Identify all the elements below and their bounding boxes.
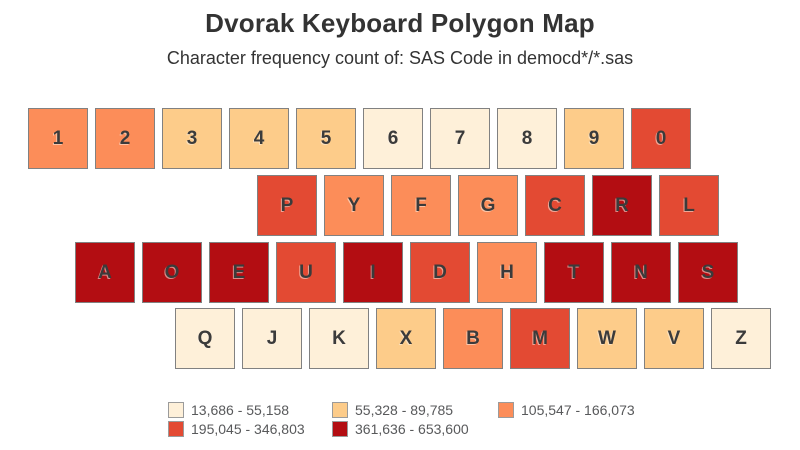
key-C: C: [525, 175, 585, 236]
legend-label: 13,686 - 55,158: [191, 402, 290, 418]
key-0: 0: [631, 108, 691, 169]
legend-swatch: [168, 402, 184, 418]
key-G: G: [458, 175, 518, 236]
key-A: A: [75, 242, 135, 303]
key-1: 1: [28, 108, 88, 169]
key-E: E: [209, 242, 269, 303]
key-2: 2: [95, 108, 155, 169]
key-O: O: [142, 242, 202, 303]
chart-title: Dvorak Keyboard Polygon Map: [205, 8, 595, 38]
legend-item: 13,686 - 55,158: [168, 402, 289, 418]
key-N: N: [611, 242, 671, 303]
key-P: P: [257, 175, 317, 236]
key-U: U: [276, 242, 336, 303]
key-7: 7: [430, 108, 490, 169]
key-J: J: [242, 308, 302, 369]
key-R: R: [592, 175, 652, 236]
key-Q: Q: [175, 308, 235, 369]
key-B: B: [443, 308, 503, 369]
legend-label: 55,328 - 89,785: [355, 402, 454, 418]
key-4: 4: [229, 108, 289, 169]
key-T: T: [544, 242, 604, 303]
legend-item: 195,045 - 346,803: [168, 421, 305, 437]
key-I: I: [343, 242, 403, 303]
key-M: M: [510, 308, 570, 369]
legend: 13,686 - 55,158 55,328 - 89,785 105,547 - …: [168, 402, 708, 442]
legend-item: 105,547 - 166,073: [498, 402, 635, 418]
key-5: 5: [296, 108, 356, 169]
key-9: 9: [564, 108, 624, 169]
key-Y: Y: [324, 175, 384, 236]
key-S: S: [678, 242, 738, 303]
key-K: K: [309, 308, 369, 369]
key-Z: Z: [711, 308, 771, 369]
key-F: F: [391, 175, 451, 236]
chart-subtitle: Character frequency count of: SAS Code i…: [166, 48, 634, 68]
key-W: W: [577, 308, 637, 369]
legend-swatch: [332, 421, 348, 437]
key-X: X: [376, 308, 436, 369]
legend-item: 55,328 - 89,785: [332, 402, 453, 418]
key-8: 8: [497, 108, 557, 169]
key-3: 3: [162, 108, 222, 169]
key-L: L: [659, 175, 719, 236]
key-D: D: [410, 242, 470, 303]
legend-swatch: [168, 421, 184, 437]
legend-label: 195,045 - 346,803: [191, 421, 305, 437]
legend-label: 105,547 - 166,073: [521, 402, 635, 418]
key-V: V: [644, 308, 704, 369]
key-6: 6: [363, 108, 423, 169]
legend-swatch: [332, 402, 348, 418]
key-H: H: [477, 242, 537, 303]
legend-item: 361,636 - 653,600: [332, 421, 469, 437]
legend-label: 361,636 - 653,600: [355, 421, 469, 437]
legend-swatch: [498, 402, 514, 418]
